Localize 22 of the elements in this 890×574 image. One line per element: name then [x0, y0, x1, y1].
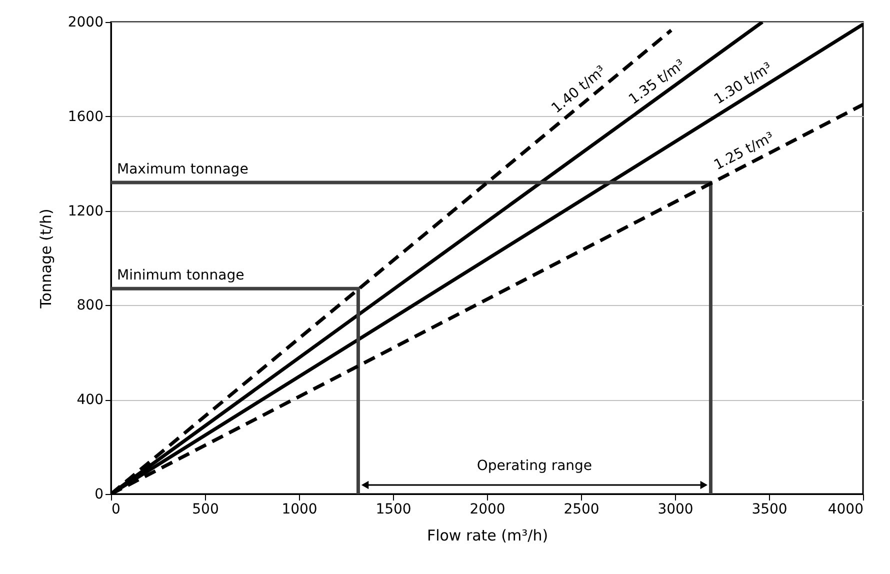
y-tick-label: 400: [76, 392, 104, 408]
x-tick-label: 0: [112, 502, 120, 518]
x-tick-label: 500: [192, 502, 219, 518]
y-tick-label: 800: [76, 298, 104, 314]
series-label: Maximum tonnage: [117, 161, 248, 178]
x-tick-label: 4000: [828, 502, 864, 518]
x-tick-label: 2000: [470, 502, 506, 518]
annotation: Operating range: [476, 458, 592, 474]
y-tick-label: 1200: [68, 203, 104, 220]
x-tick-label: 3000: [658, 502, 694, 518]
x-tick-label: 1500: [376, 502, 412, 518]
x-tick-label: 2500: [564, 502, 600, 518]
y-tick-label: 0: [94, 486, 104, 502]
y-axis-title: Tonnage (t/h): [36, 208, 55, 310]
x-axis-title: Flow rate (m³/h): [426, 526, 548, 544]
series-label: Minimum tonnage: [117, 268, 244, 284]
text: 1.30 t/m³: [711, 60, 776, 108]
x-tick-label: 1000: [282, 502, 318, 518]
text: 1.25 t/m³: [712, 129, 777, 174]
y-tick-label: 1600: [68, 108, 104, 125]
x-tick-label: 3500: [752, 502, 788, 518]
y-tick-label: 2000: [68, 14, 104, 30]
